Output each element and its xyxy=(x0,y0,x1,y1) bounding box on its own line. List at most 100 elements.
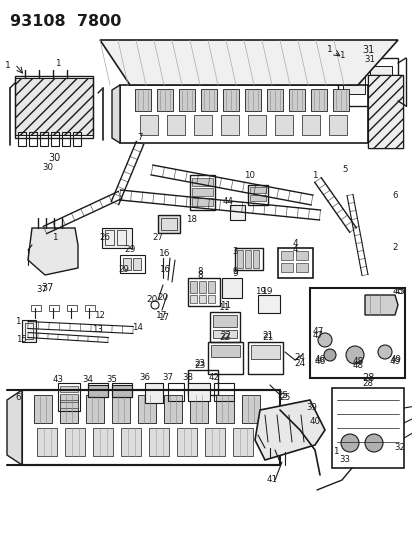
Text: 36: 36 xyxy=(140,374,150,383)
Bar xyxy=(281,263,293,272)
Text: 41: 41 xyxy=(267,475,278,484)
Text: 28: 28 xyxy=(363,379,374,389)
Bar xyxy=(192,188,213,196)
Bar xyxy=(60,394,78,400)
Bar xyxy=(190,175,215,210)
Bar xyxy=(112,383,132,397)
Text: 31: 31 xyxy=(365,55,375,64)
Text: 44: 44 xyxy=(222,198,234,206)
Text: 22: 22 xyxy=(219,334,231,343)
Text: 45: 45 xyxy=(392,287,404,296)
Text: 29: 29 xyxy=(119,265,129,274)
Bar xyxy=(123,258,131,270)
Text: 30: 30 xyxy=(48,153,60,163)
Text: 37: 37 xyxy=(42,283,54,293)
Text: 39: 39 xyxy=(307,403,317,413)
Text: 18: 18 xyxy=(187,215,197,224)
Text: 8: 8 xyxy=(197,271,203,279)
Bar xyxy=(133,258,141,270)
Bar xyxy=(230,205,245,220)
Bar xyxy=(188,383,210,401)
Bar xyxy=(213,330,237,338)
Text: 14: 14 xyxy=(133,324,143,333)
Bar xyxy=(245,250,251,268)
Bar xyxy=(157,89,173,111)
Polygon shape xyxy=(100,40,398,85)
Bar xyxy=(190,295,197,303)
Bar xyxy=(199,281,206,293)
Bar xyxy=(22,320,36,342)
Text: 23: 23 xyxy=(194,359,206,368)
Text: 40: 40 xyxy=(309,417,321,426)
Circle shape xyxy=(346,346,364,364)
Bar xyxy=(18,132,26,146)
Text: 93108  7800: 93108 7800 xyxy=(10,14,122,29)
Bar xyxy=(31,305,41,311)
Bar xyxy=(86,395,104,423)
Bar xyxy=(275,115,293,135)
Bar xyxy=(214,383,234,401)
Bar xyxy=(93,428,113,456)
Bar xyxy=(29,132,37,146)
Bar xyxy=(188,370,218,395)
Text: 37: 37 xyxy=(162,374,173,383)
Bar xyxy=(112,395,130,423)
Bar xyxy=(245,89,261,111)
Bar xyxy=(194,115,212,135)
Text: 25: 25 xyxy=(279,393,291,402)
Text: 11: 11 xyxy=(220,302,232,311)
Text: 8: 8 xyxy=(197,268,203,277)
Bar xyxy=(62,132,70,146)
Bar xyxy=(208,281,215,293)
Polygon shape xyxy=(7,390,22,465)
Bar xyxy=(281,251,293,260)
Bar xyxy=(67,305,77,311)
Bar xyxy=(168,383,184,401)
Text: 19: 19 xyxy=(262,287,274,295)
Bar xyxy=(248,342,283,374)
Bar xyxy=(190,395,208,423)
Text: 46: 46 xyxy=(314,356,325,365)
Text: 35: 35 xyxy=(106,376,117,384)
Bar xyxy=(25,323,33,339)
Bar xyxy=(65,428,85,456)
Bar xyxy=(40,132,48,146)
Bar xyxy=(135,89,151,111)
Text: 23: 23 xyxy=(194,361,206,370)
Bar xyxy=(112,385,132,397)
Text: 32: 32 xyxy=(395,443,405,453)
Bar xyxy=(49,305,59,311)
Bar xyxy=(211,345,240,357)
Text: 26: 26 xyxy=(100,233,110,243)
Bar xyxy=(145,383,163,403)
Polygon shape xyxy=(112,85,120,143)
Bar xyxy=(213,315,237,327)
Bar xyxy=(302,115,320,135)
Bar xyxy=(73,132,81,146)
Text: 49: 49 xyxy=(391,356,401,365)
Bar xyxy=(221,115,239,135)
Bar xyxy=(289,89,305,111)
Bar xyxy=(34,395,52,423)
Text: 47: 47 xyxy=(312,330,323,340)
Bar xyxy=(15,76,93,138)
Bar xyxy=(216,395,234,423)
Text: 7: 7 xyxy=(137,133,143,142)
Text: 3: 3 xyxy=(232,247,238,256)
Text: 1: 1 xyxy=(333,448,339,456)
Text: 12: 12 xyxy=(94,311,105,319)
Bar xyxy=(208,295,215,303)
Bar xyxy=(192,198,213,206)
Bar xyxy=(310,288,405,378)
Bar xyxy=(102,228,132,248)
Bar xyxy=(368,75,403,148)
Polygon shape xyxy=(28,228,78,275)
Text: 48: 48 xyxy=(353,360,363,369)
Text: 24: 24 xyxy=(295,359,306,367)
Text: 9: 9 xyxy=(232,268,238,277)
Text: 1: 1 xyxy=(339,51,345,60)
Bar xyxy=(60,395,78,423)
Bar xyxy=(51,132,59,146)
Bar xyxy=(208,342,243,374)
Text: 48: 48 xyxy=(352,358,364,367)
